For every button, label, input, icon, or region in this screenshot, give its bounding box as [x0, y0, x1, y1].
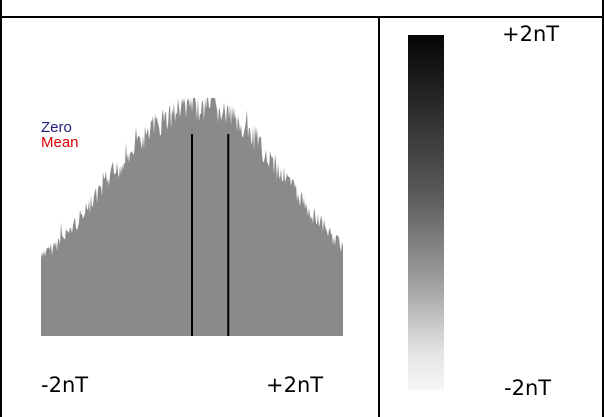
frame-divider-middle	[378, 16, 380, 417]
legend-zero-label: Zero	[41, 119, 72, 136]
legend-mean-label: Mean	[41, 134, 79, 151]
frame-edge-right-top	[602, 0, 604, 18]
frame-edge-left	[0, 16, 2, 417]
color-scale-top-label: +2nT	[502, 22, 560, 46]
histogram-axis-min-label: -2nT	[41, 373, 89, 397]
frame-divider-top	[0, 16, 604, 18]
color-scale-gradient-bar	[408, 35, 444, 390]
histogram-chart	[41, 98, 343, 336]
color-scale-bottom-label: -2nT	[504, 376, 552, 400]
histogram-axis-max-label: +2nT	[266, 373, 324, 397]
frame-edge-left-top	[0, 0, 2, 18]
frame-edge-right	[602, 16, 604, 417]
